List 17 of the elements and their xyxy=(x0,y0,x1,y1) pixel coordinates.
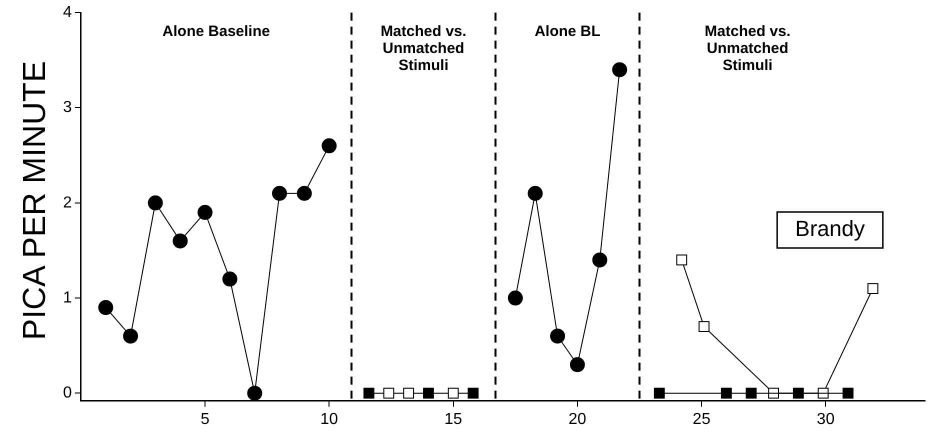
x-tick-label: 25 xyxy=(692,410,711,428)
annotation: Alone BL xyxy=(534,23,600,40)
y-tick-label: 4 xyxy=(62,4,72,22)
x-tick-label: 5 xyxy=(200,410,210,428)
y-tick-label: 2 xyxy=(62,194,72,212)
annotation: Matched vs. Unmatched Stimuli xyxy=(704,23,791,74)
text: Brandy xyxy=(795,216,865,242)
x-tick-label: 15 xyxy=(444,410,462,428)
annotation: Matched vs. Unmatched Stimuli xyxy=(380,23,466,74)
y-tick-label: 0 xyxy=(62,384,72,402)
y-axis-title: PICA PER MINUTE xyxy=(16,60,54,340)
annotation: Alone Baseline xyxy=(162,23,270,40)
x-tick-label: 10 xyxy=(320,410,338,428)
y-tick-label: 3 xyxy=(62,99,72,116)
x-tick-label: 20 xyxy=(568,410,586,428)
x-tick-label: 30 xyxy=(816,410,835,428)
y-tick-label: 1 xyxy=(62,289,72,306)
